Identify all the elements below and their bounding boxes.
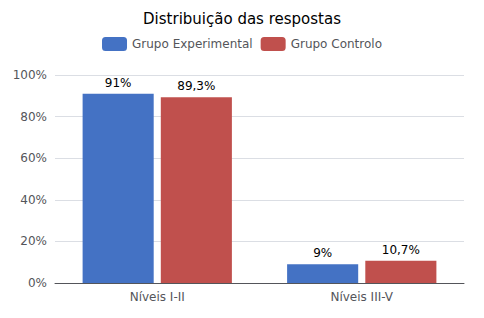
- svg-text:9%: 9%: [313, 246, 332, 260]
- svg-text:60%: 60%: [20, 151, 47, 165]
- svg-text:89,3%: 89,3%: [177, 79, 215, 93]
- svg-text:Distribuição das respostas: Distribuição das respostas: [143, 10, 341, 28]
- svg-text:80%: 80%: [20, 110, 47, 124]
- svg-text:40%: 40%: [20, 193, 47, 207]
- svg-text:0%: 0%: [28, 276, 47, 290]
- svg-text:100%: 100%: [13, 68, 47, 82]
- svg-text:Grupo Controlo: Grupo Controlo: [291, 37, 382, 51]
- svg-text:91%: 91%: [105, 76, 132, 90]
- svg-text:Grupo Experimental: Grupo Experimental: [132, 37, 253, 51]
- svg-text:20%: 20%: [20, 234, 47, 248]
- svg-text:Níveis I-II: Níveis I-II: [130, 290, 185, 304]
- svg-text:10,7%: 10,7%: [382, 243, 420, 257]
- svg-text:Níveis III-V: Níveis III-V: [330, 290, 393, 304]
